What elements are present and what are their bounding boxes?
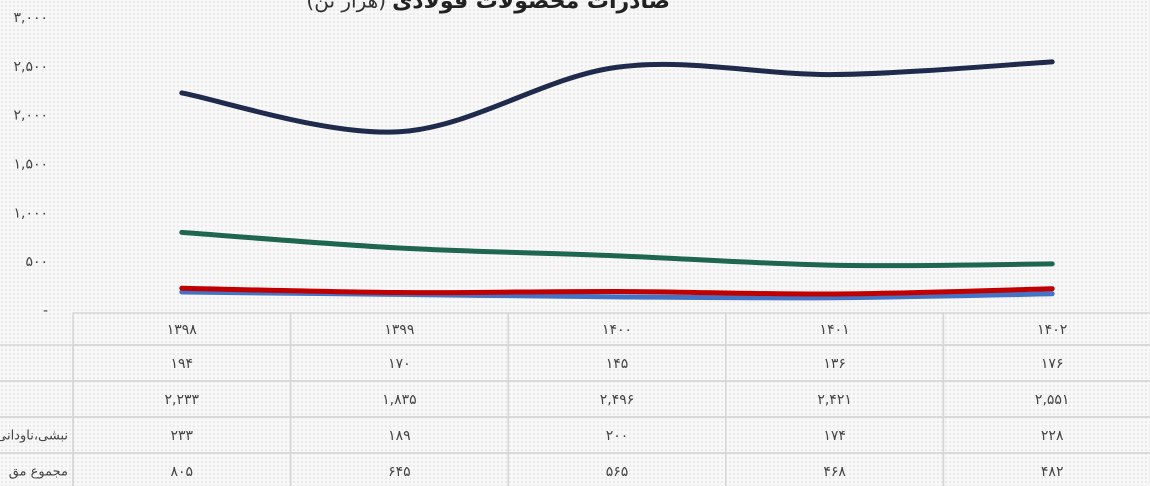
x-tick-label: ۱۳۹۹ [384,322,414,338]
data-label: ۵۶۵ [606,464,629,480]
data-label: ۲۲۸ [1041,428,1064,444]
data-label: ۱۹۴ [171,356,194,372]
data-label: ۲,۲۳۳ [165,392,200,408]
data-label: ۱۸۹ [388,428,411,444]
chart-unit: (هزار تن) [306,0,386,13]
data-label: ۲,۴۲۱ [817,392,852,408]
x-tick-label: ۱۴۰۰ [602,322,632,338]
y-tick-label: ۳,۰۰۰ [13,10,48,26]
data-label: ۲۳۳ [171,428,194,444]
table-cell [0,380,74,418]
legend-label: مجموع مق [9,465,68,480]
y-tick-label: ۲,۵۰۰ [13,59,48,75]
data-label: ۸۰۵ [171,464,194,480]
data-label: ۱۳۶ [823,356,846,372]
y-tick-label: - [43,303,48,319]
series-line [179,285,1055,297]
series-line [179,59,1055,135]
data-label: ۴۸۲ [1041,464,1064,480]
data-label: ۴۶۸ [823,464,846,480]
data-label: ۱۴۵ [606,356,629,372]
data-label: ۱۷۶ [1041,356,1064,372]
x-tick-label: ۱۳۹۸ [167,322,198,338]
legend-label: نبشی،ناودانی [0,429,68,444]
data-label: ۲,۴۹۶ [600,392,635,408]
data-label: ۲۰۰ [606,428,629,444]
y-tick-label: ۱,۵۰۰ [13,157,48,173]
data-label: ۱۷۰ [388,356,411,372]
table-cell [0,344,74,382]
y-tick-label: ۱,۰۰۰ [13,205,48,221]
data-label: ۱,۸۳۵ [382,392,417,408]
table-cell [942,452,1150,486]
table-cell [0,452,74,486]
y-tick-label: ۵۰۰ [25,254,48,270]
chart-title: صادرات محصولات فولادی [392,0,670,14]
x-tick-label: ۱۴۰۱ [820,322,850,338]
data-label: ۶۴۵ [388,464,411,480]
y-tick-label: ۲,۰۰۰ [13,108,48,124]
data-label: ۲,۵۵۱ [1035,392,1070,408]
x-tick-label: ۱۴۰۲ [1037,322,1067,338]
series-line [179,229,1055,269]
data-label: ۱۷۴ [823,428,846,444]
